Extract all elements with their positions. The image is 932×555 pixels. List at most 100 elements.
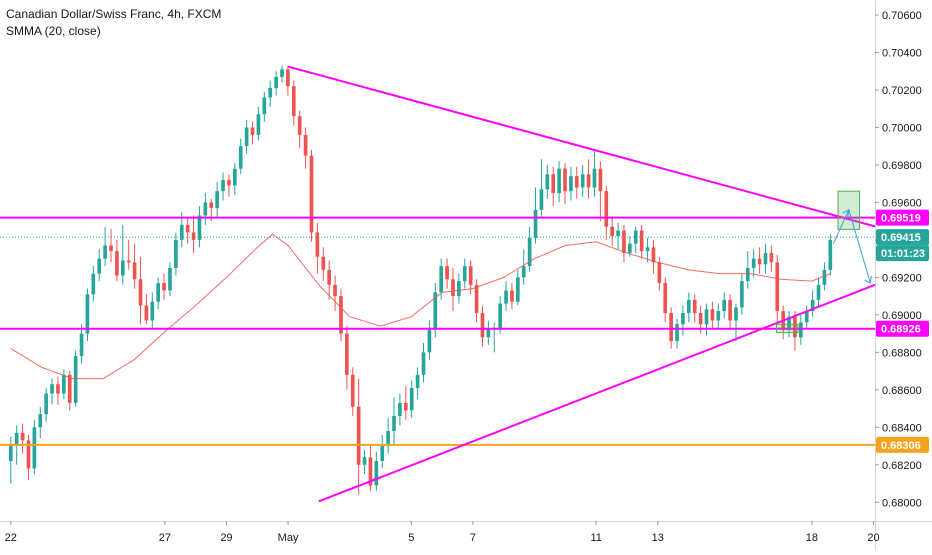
x-tick-label: May [278,532,299,544]
candle-down [769,245,774,272]
candle-body [828,239,833,270]
candle-down [26,434,31,480]
candle-up [557,161,561,203]
candle-body [132,262,137,280]
candle-down [574,166,579,199]
candle-up [244,119,249,154]
candle-down [651,239,656,274]
candle-down [622,224,626,263]
candle-body [244,127,249,147]
candle-down [339,288,343,342]
price-label-bg [876,229,929,246]
candle-body [804,311,809,323]
candle-body [256,114,261,135]
projection-arrowhead-down [864,275,872,284]
candle-body [32,427,37,469]
candle-up [274,71,278,96]
chart-title: Canadian Dollar/Swiss Franc, 4h, FXCM [6,7,222,21]
candle-body [185,224,190,233]
candle-body [350,374,355,407]
y-tick-label: 0.69600 [882,197,922,209]
candle-body [8,444,13,462]
candle-up [362,449,367,475]
candle-body [286,69,290,87]
candle-up [592,149,597,197]
candle-down [445,258,449,289]
candle-body [462,266,467,282]
candle-body [356,406,361,465]
candle-body [44,393,48,415]
candle-body [533,209,538,239]
candle-up [486,320,491,345]
candle-body [763,253,768,265]
candle-body [775,262,780,312]
candle-body [321,256,326,270]
chart-legend: Canadian Dollar/Swiss Franc, 4h, FXCM SM… [6,6,221,40]
candle-down [368,446,373,492]
candle-body [639,230,644,252]
x-tick-label: 29 [220,532,232,544]
candle-body [362,457,367,465]
candle-body [486,327,491,338]
candle-up [120,224,125,285]
candle-body [274,76,278,89]
candle-body [386,431,390,447]
candle-body [315,232,320,257]
candle-down [185,217,190,244]
candle-body [799,322,803,338]
candle-body [262,97,267,115]
candle-up [716,303,721,328]
candle-up [415,367,420,400]
candle-up [398,393,402,426]
indicator-label: SMMA (20, close) [6,24,101,38]
candle-body [233,168,237,186]
candle-body [67,374,72,403]
candle-body [403,402,408,411]
candle-body [103,245,107,259]
candle-up [44,387,48,422]
candle-body [209,202,214,209]
candle-body [574,176,579,188]
candle-up [675,318,679,349]
candle-up [816,277,821,308]
countdown-label-text: 01:01:23 [881,248,925,260]
candle-body [604,191,609,227]
y-tick-label: 0.68200 [882,460,922,472]
x-tick-label: 20 [867,532,879,544]
price-label-bg [876,320,929,337]
candle-up [533,187,538,244]
x-tick-label: 7 [470,532,476,544]
candle-down [757,247,762,274]
candle-down [451,267,455,312]
candle-up [704,303,709,336]
candle-down [692,294,697,323]
candle-body [586,174,591,188]
x-tick-label: 22 [5,532,17,544]
candle-body [191,232,196,240]
candle-up [751,249,756,278]
candle-up [38,406,43,439]
candle-body [156,282,161,302]
price-label: 0.68306 [876,436,929,453]
price-label-bg [876,436,929,453]
candle-body [268,88,273,98]
candle-body [26,440,31,469]
candle-down [710,301,715,330]
x-tick-label: 5 [408,532,414,544]
candle-up [221,172,225,201]
candle-body [722,299,727,312]
candle-body [663,282,668,313]
candle-down [586,159,591,199]
candle-up [828,234,833,276]
candle-body [740,281,744,308]
candle-up [616,223,620,250]
y-tick-label: 0.70400 [882,47,922,59]
candle-body [745,267,750,282]
candle-body [527,238,532,267]
candle-body [498,303,502,328]
candle-body [162,282,166,291]
y-tick-label: 0.69200 [882,272,922,284]
candle-up [521,249,526,285]
